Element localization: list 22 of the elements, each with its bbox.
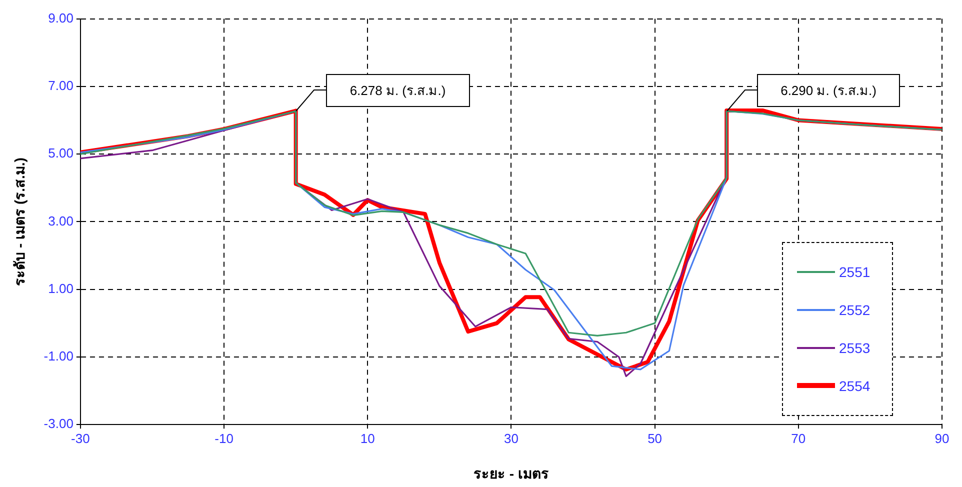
annotation: 6.290 ม. (ร.ส.ม.) — [780, 82, 876, 98]
x-tick-label: -30 — [71, 430, 90, 446]
y-tick-label: 9.00 — [48, 10, 74, 26]
x-tick-label: 10 — [360, 430, 375, 446]
x-tick-label: 70 — [791, 430, 806, 446]
x-tick-label: 50 — [648, 430, 662, 446]
x-tick-label: 30 — [504, 430, 518, 446]
annotation: 6.278 ม. (ร.ส.ม.) — [350, 83, 446, 98]
x-axis-title: ระยะ - เมตร — [473, 465, 549, 482]
y-tick-label: 5.00 — [48, 146, 74, 161]
y-axis-title: ระดับ - เมตร (ร.ส.ม.) — [11, 158, 28, 286]
y-tick-label: 1.00 — [48, 280, 74, 296]
x-tick-label: 90 — [934, 430, 950, 446]
y-tick-label: 7.00 — [48, 78, 74, 94]
legend-label: 2554 — [839, 378, 870, 394]
legend-label: 2553 — [839, 340, 870, 356]
y-tick-label: -3.00 — [44, 416, 74, 432]
legend-label: 2552 — [839, 302, 870, 318]
y-tick-label: -1.00 — [44, 348, 74, 364]
y-tick-label: 3.00 — [48, 213, 74, 228]
x-tick-label: -10 — [214, 430, 234, 446]
legend-label: 2551 — [839, 264, 870, 280]
